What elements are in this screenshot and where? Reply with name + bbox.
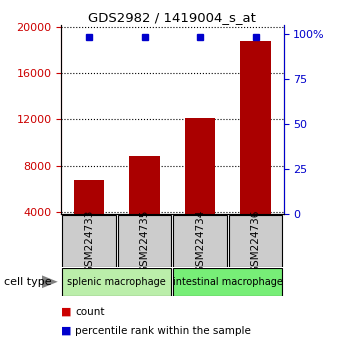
Text: GSM224735: GSM224735 (140, 209, 149, 273)
Bar (62, 215, 116, 267)
Bar (174, 268, 282, 296)
Title: GDS2982 / 1419004_s_at: GDS2982 / 1419004_s_at (89, 11, 256, 24)
Text: ■: ■ (61, 307, 72, 316)
Bar (129, 156, 160, 214)
Text: count: count (75, 307, 105, 316)
Bar (174, 215, 227, 267)
Text: GSM224734: GSM224734 (195, 209, 205, 273)
Bar (185, 118, 216, 214)
Text: splenic macrophage: splenic macrophage (68, 277, 166, 287)
Bar (240, 41, 271, 214)
Bar (118, 215, 171, 267)
Bar (62, 268, 171, 296)
Text: GSM224733: GSM224733 (84, 209, 94, 273)
Text: percentile rank within the sample: percentile rank within the sample (75, 326, 251, 336)
Text: GSM224736: GSM224736 (251, 209, 261, 273)
Text: intestinal macrophage: intestinal macrophage (173, 277, 283, 287)
Text: cell type: cell type (4, 277, 51, 287)
Bar (74, 179, 104, 214)
Text: ■: ■ (61, 326, 72, 336)
Polygon shape (42, 275, 58, 288)
Bar (229, 215, 282, 267)
